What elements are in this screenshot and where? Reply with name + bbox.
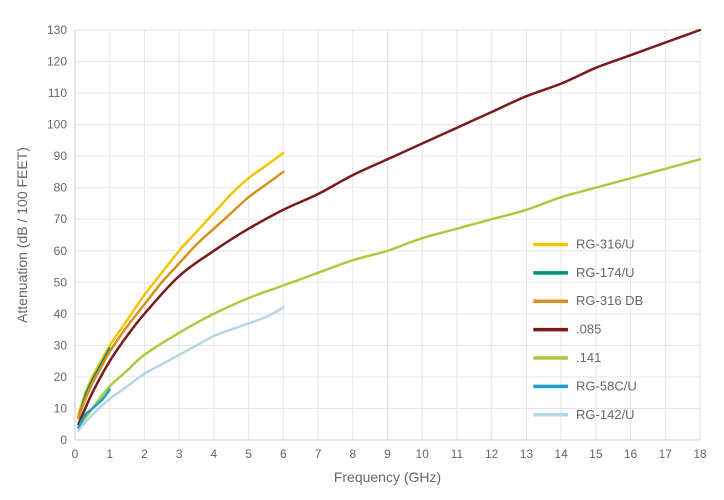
x-tick-label: 1: [106, 447, 113, 461]
y-axis-label: Attenuation (dB / 100 FEET): [14, 147, 30, 323]
y-tick-label: 10: [54, 401, 68, 415]
chart-svg: 0102030405060708090100110120130012345678…: [0, 0, 724, 500]
x-tick-label: 17: [659, 447, 673, 461]
legend-label: .141: [576, 350, 601, 365]
y-tick-label: 80: [54, 181, 68, 195]
x-tick-label: 6: [280, 447, 287, 461]
x-tick-label: 18: [693, 447, 707, 461]
x-tick-label: 4: [211, 447, 218, 461]
y-tick-label: 120: [47, 55, 67, 69]
x-tick-label: 9: [384, 447, 391, 461]
legend-label: RG-174/U: [576, 265, 635, 280]
x-tick-label: 11: [451, 447, 464, 461]
y-tick-label: 50: [54, 275, 68, 289]
y-tick-label: 70: [54, 212, 68, 226]
y-tick-label: 20: [54, 370, 68, 384]
y-tick-label: 90: [54, 149, 68, 163]
y-tick-label: 60: [54, 244, 68, 258]
attenuation-chart: 0102030405060708090100110120130012345678…: [0, 0, 724, 500]
legend-label: RG-316 DB: [576, 293, 643, 308]
x-tick-label: 15: [589, 447, 603, 461]
x-tick-label: 0: [72, 447, 79, 461]
x-tick-label: 3: [176, 447, 183, 461]
y-tick-label: 100: [47, 118, 67, 132]
x-tick-label: 10: [416, 447, 430, 461]
y-tick-label: 130: [47, 23, 67, 37]
y-tick-label: 0: [60, 433, 67, 447]
x-tick-label: 5: [245, 447, 252, 461]
y-tick-label: 110: [48, 86, 67, 100]
y-tick-label: 40: [54, 307, 68, 321]
x-tick-label: 7: [315, 447, 322, 461]
legend-label: .085: [576, 322, 601, 337]
x-tick-label: 2: [141, 447, 148, 461]
x-tick-label: 8: [349, 447, 356, 461]
legend-label: RG-58C/U: [576, 378, 637, 393]
x-tick-label: 13: [520, 447, 534, 461]
x-tick-label: 16: [624, 447, 638, 461]
x-tick-label: 12: [485, 447, 499, 461]
y-tick-label: 30: [54, 338, 68, 352]
legend-label: RG-316/U: [576, 236, 635, 251]
x-tick-label: 14: [554, 447, 568, 461]
legend-label: RG-142/U: [576, 407, 635, 422]
x-axis-label: Frequency (GHz): [334, 469, 441, 485]
